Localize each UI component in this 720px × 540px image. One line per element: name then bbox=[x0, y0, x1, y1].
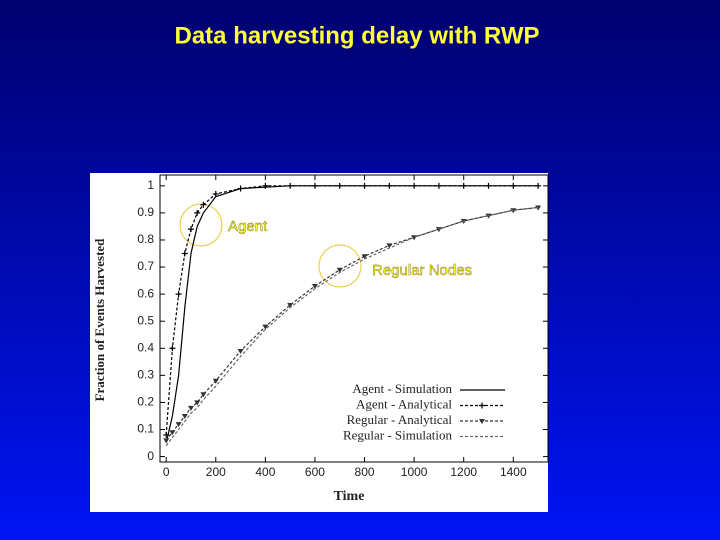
x-tick-label: 1200 bbox=[450, 465, 477, 479]
marker bbox=[479, 419, 485, 424]
y-tick-label: 0.8 bbox=[137, 232, 154, 246]
marker bbox=[411, 182, 418, 189]
marker bbox=[237, 348, 244, 354]
annotation: Regular Nodes bbox=[372, 262, 472, 279]
marker bbox=[212, 378, 219, 384]
marker bbox=[287, 302, 294, 308]
annotation: Agent bbox=[228, 218, 268, 235]
y-tick-label: 0.6 bbox=[137, 286, 154, 300]
slide-title: Data harvesting delay with RWP bbox=[175, 22, 540, 49]
marker bbox=[163, 438, 170, 444]
x-axis-label: Time bbox=[334, 489, 365, 504]
chart-panel bbox=[90, 173, 548, 512]
marker bbox=[212, 190, 219, 197]
marker bbox=[262, 324, 269, 330]
marker bbox=[361, 254, 368, 260]
marker bbox=[287, 182, 294, 189]
legend-label: Agent - Simulation bbox=[352, 381, 452, 396]
marker bbox=[169, 345, 176, 352]
y-tick-label: 0.9 bbox=[137, 205, 154, 219]
series-line bbox=[165, 206, 539, 447]
marker bbox=[194, 209, 201, 216]
marker bbox=[535, 182, 542, 189]
marker bbox=[435, 182, 442, 189]
marker bbox=[200, 392, 207, 398]
marker bbox=[169, 430, 176, 436]
x-tick-label: 400 bbox=[255, 465, 275, 479]
marker bbox=[311, 182, 318, 189]
marker bbox=[175, 291, 182, 298]
annotation-circle bbox=[179, 203, 223, 247]
marker bbox=[181, 250, 188, 257]
marker bbox=[479, 402, 485, 409]
marker bbox=[200, 201, 207, 208]
marker bbox=[187, 405, 194, 411]
legend-label: Agent - Analytical bbox=[356, 396, 452, 411]
marker bbox=[181, 413, 188, 419]
marker bbox=[237, 185, 244, 192]
x-tick-label: 600 bbox=[305, 465, 325, 479]
x-tick-label: 800 bbox=[355, 465, 375, 479]
y-tick-label: 0.7 bbox=[137, 259, 154, 273]
marker bbox=[460, 182, 467, 189]
marker bbox=[386, 243, 393, 249]
x-tick-label: 200 bbox=[206, 465, 226, 479]
y-tick-label: 0.1 bbox=[137, 422, 154, 436]
marker bbox=[163, 431, 170, 438]
marker bbox=[336, 182, 343, 189]
annotation-circle bbox=[318, 244, 362, 288]
y-tick-label: 0.4 bbox=[137, 340, 154, 354]
y-axis-label: Fraction of Events Harvested bbox=[92, 238, 107, 402]
marker bbox=[175, 422, 182, 428]
marker bbox=[485, 182, 492, 189]
y-tick-label: 0.2 bbox=[137, 395, 154, 409]
y-tick-label: 0.3 bbox=[137, 368, 154, 382]
x-tick-label: 1400 bbox=[500, 465, 527, 479]
plot-frame bbox=[159, 174, 549, 463]
marker bbox=[262, 182, 269, 189]
legend-label: Regular - Analytical bbox=[347, 412, 453, 427]
y-tick-label: 0.5 bbox=[137, 313, 154, 327]
marker bbox=[311, 284, 318, 290]
marker bbox=[361, 182, 368, 189]
x-tick-label: 0 bbox=[163, 465, 170, 479]
marker bbox=[336, 267, 343, 273]
marker bbox=[194, 400, 201, 406]
x-tick-label: 1000 bbox=[401, 465, 428, 479]
y-tick-label: 0 bbox=[147, 449, 154, 463]
marker bbox=[187, 226, 194, 233]
y-tick-label: 1 bbox=[147, 178, 154, 192]
legend-label: Regular - Simulation bbox=[343, 427, 453, 442]
marker bbox=[510, 182, 517, 189]
marker bbox=[386, 182, 393, 189]
